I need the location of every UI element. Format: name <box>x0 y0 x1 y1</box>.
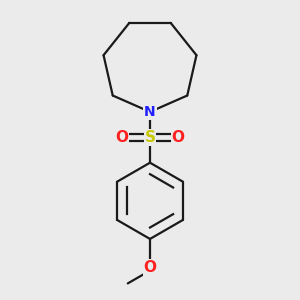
Text: N: N <box>144 105 156 119</box>
Text: O: O <box>116 130 129 145</box>
Text: S: S <box>145 130 155 145</box>
Text: O: O <box>171 130 184 145</box>
Text: O: O <box>143 260 157 275</box>
